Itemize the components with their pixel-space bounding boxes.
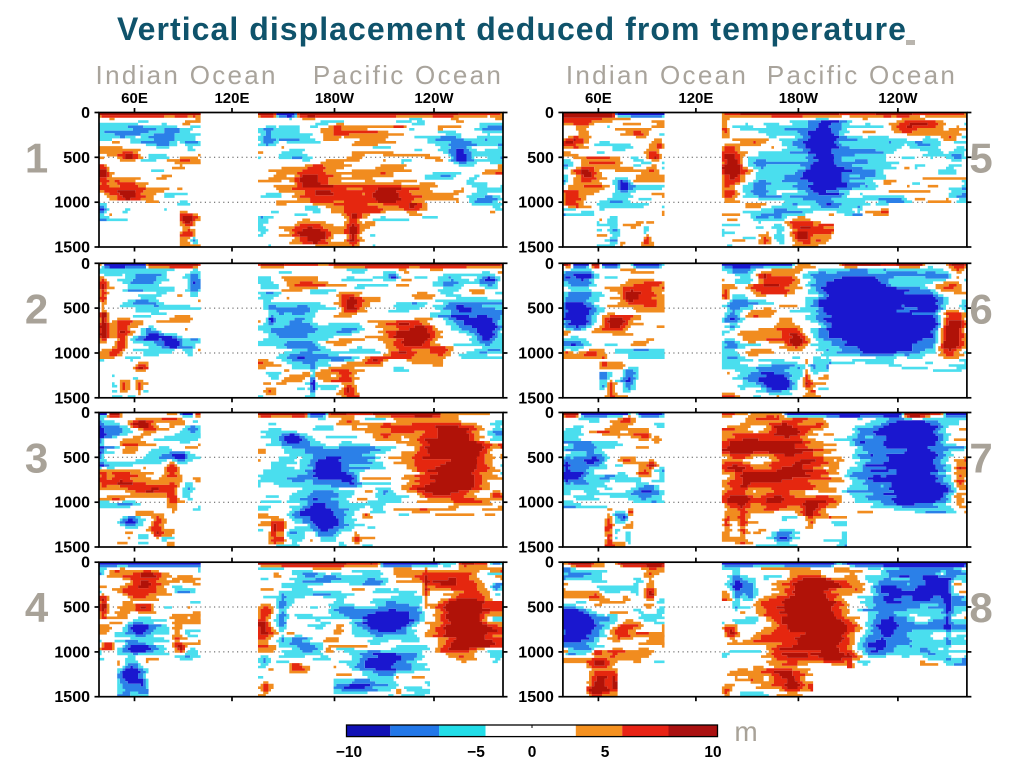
svg-text:0: 0 (545, 105, 554, 122)
svg-text:500: 500 (527, 150, 554, 167)
svg-text:180W: 180W (315, 90, 355, 107)
svg-text:Pacific Ocean: Pacific Ocean (767, 60, 957, 90)
svg-text:1000: 1000 (54, 346, 90, 363)
svg-text:7: 7 (969, 435, 992, 482)
svg-text:1500: 1500 (518, 240, 554, 257)
svg-text:120E: 120E (214, 90, 249, 107)
svg-text:120W: 120W (414, 90, 454, 107)
svg-text:0: 0 (545, 555, 554, 572)
svg-text:6: 6 (969, 285, 992, 332)
svg-text:0: 0 (81, 256, 90, 273)
svg-text:1000: 1000 (54, 495, 90, 512)
svg-text:0: 0 (545, 256, 554, 273)
svg-text:60E: 60E (121, 90, 148, 107)
svg-text:1000: 1000 (518, 644, 554, 661)
svg-text:8: 8 (969, 584, 992, 631)
svg-text:m: m (734, 716, 757, 747)
svg-text:10: 10 (704, 744, 721, 761)
svg-text:1500: 1500 (518, 390, 554, 407)
svg-text:500: 500 (63, 150, 90, 167)
svg-text:500: 500 (527, 600, 554, 617)
svg-text:1000: 1000 (54, 195, 90, 212)
svg-text:5: 5 (601, 744, 610, 761)
svg-text:1000: 1000 (518, 346, 554, 363)
svg-text:Indian Ocean: Indian Ocean (566, 60, 748, 90)
svg-text:0: 0 (81, 105, 90, 122)
svg-text:1500: 1500 (518, 689, 554, 706)
svg-text:500: 500 (527, 301, 554, 318)
svg-text:0: 0 (528, 744, 537, 761)
svg-text:5: 5 (969, 135, 992, 182)
svg-text:1500: 1500 (54, 689, 90, 706)
svg-text:0: 0 (81, 405, 90, 422)
svg-text:Indian Ocean: Indian Ocean (96, 60, 278, 90)
svg-text:0: 0 (545, 405, 554, 422)
svg-text:180W: 180W (779, 90, 819, 107)
svg-text:500: 500 (527, 450, 554, 467)
svg-text:120E: 120E (678, 90, 713, 107)
svg-text:120W: 120W (878, 90, 918, 107)
svg-text:2: 2 (25, 285, 48, 332)
svg-text:1500: 1500 (54, 540, 90, 557)
svg-text:−5: −5 (467, 744, 485, 761)
svg-text:0: 0 (81, 555, 90, 572)
svg-text:Vertical displacement deduced: Vertical displacement deduced from tempe… (117, 11, 907, 47)
svg-text:1000: 1000 (518, 495, 554, 512)
svg-text:1000: 1000 (518, 195, 554, 212)
svg-text:4: 4 (25, 584, 49, 631)
svg-text:1500: 1500 (54, 240, 90, 257)
svg-text:500: 500 (63, 301, 90, 318)
svg-text:500: 500 (63, 600, 90, 617)
svg-text:Pacific Ocean: Pacific Ocean (313, 60, 503, 90)
svg-text:3: 3 (25, 435, 48, 482)
svg-text:1500: 1500 (54, 390, 90, 407)
svg-text:1: 1 (25, 135, 48, 182)
svg-text:−10: −10 (336, 744, 362, 761)
svg-text:1000: 1000 (54, 644, 90, 661)
svg-text:500: 500 (63, 450, 90, 467)
svg-text:60E: 60E (585, 90, 612, 107)
svg-text:1500: 1500 (518, 540, 554, 557)
